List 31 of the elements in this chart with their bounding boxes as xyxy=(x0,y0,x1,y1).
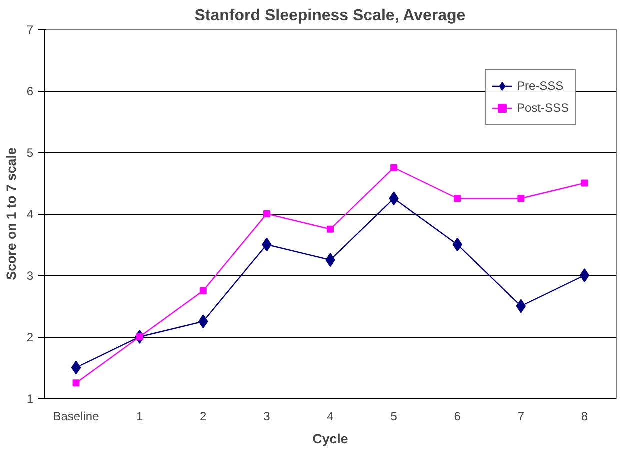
legend-label: Post-SSS xyxy=(516,101,569,115)
x-tick-label: 3 xyxy=(264,410,271,424)
x-tick-label: 2 xyxy=(200,410,208,424)
legend-label: Pre-SSS xyxy=(516,79,564,93)
point xyxy=(327,226,334,233)
x-axis-title: Cycle xyxy=(312,432,348,446)
y-tick-label: 3 xyxy=(26,269,34,283)
x-tick-label: 1 xyxy=(136,410,144,424)
x-tick-label: 8 xyxy=(581,410,588,424)
point xyxy=(518,195,525,202)
y-tick-label: 5 xyxy=(26,146,34,160)
x-tick-label: Baseline xyxy=(53,410,100,424)
y-axis-title: Score on 1 to 7 scale xyxy=(4,148,19,280)
point xyxy=(581,180,588,187)
point xyxy=(72,380,80,387)
x-tick-label: 7 xyxy=(518,410,525,424)
y-tick-label: 4 xyxy=(26,208,34,222)
point xyxy=(200,287,207,294)
point xyxy=(263,210,270,218)
chart-title: Stanford Sleepiness Scale, Average xyxy=(194,8,466,24)
y-tick-label: 1 xyxy=(26,392,34,406)
x-tick-label: 6 xyxy=(454,410,462,424)
point xyxy=(390,164,398,172)
x-tick-label: 4 xyxy=(327,410,334,424)
point xyxy=(580,268,590,282)
y-tick-label: 6 xyxy=(26,84,34,98)
y-tick-label: 2 xyxy=(26,330,34,344)
y-tick-label: 7 xyxy=(26,23,34,37)
point xyxy=(71,360,82,375)
point xyxy=(454,195,462,202)
x-tick-label: 5 xyxy=(390,410,398,424)
